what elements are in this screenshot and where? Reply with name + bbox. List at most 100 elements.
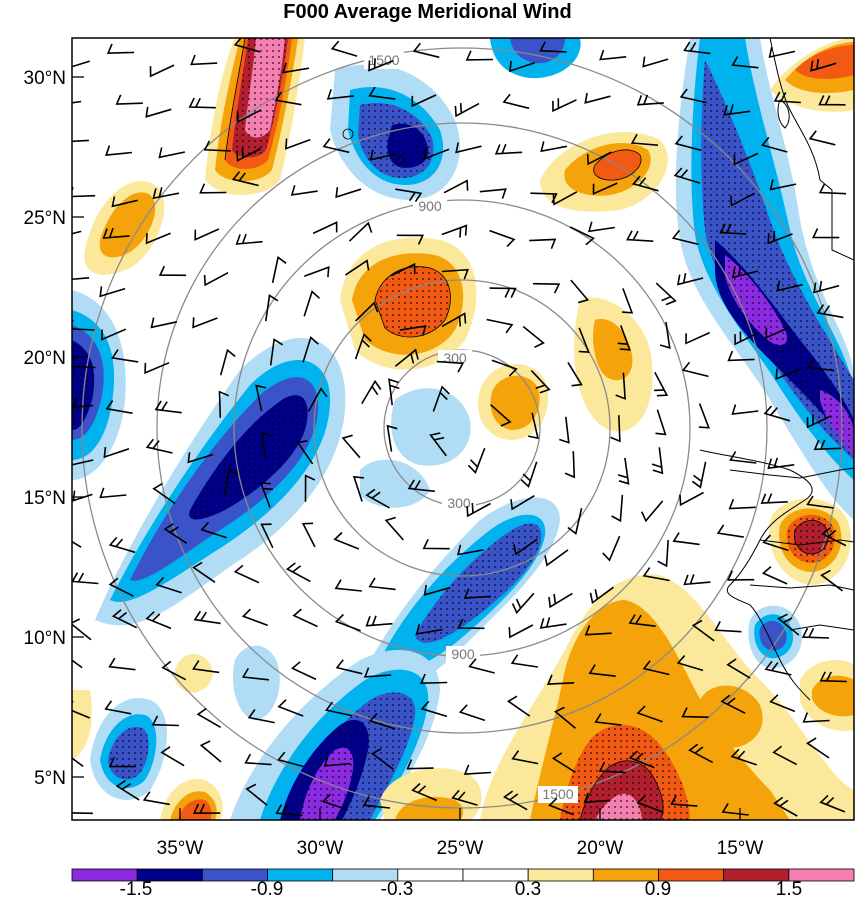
wind-barb [730, 192, 755, 207]
wind-barb [277, 751, 304, 768]
wind-barb [659, 321, 671, 350]
wind-barb [108, 577, 134, 597]
wind-barb [72, 459, 94, 466]
wind-barb [274, 91, 302, 106]
wind-barb [396, 234, 425, 245]
wind-barb [104, 700, 132, 715]
wind-barb [490, 404, 512, 427]
lon-tick-15w: 15°W [717, 838, 764, 859]
wind-barb [502, 93, 530, 110]
wind-barb [720, 694, 746, 714]
wind-barb [192, 317, 218, 329]
wind-barb [611, 494, 624, 523]
wind-barb [628, 614, 656, 627]
wind-barb [458, 704, 486, 722]
wind-barb [813, 280, 840, 294]
contour-lines [224, 38, 829, 820]
wind-barb [513, 538, 538, 556]
wind-barb [102, 227, 130, 239]
lat-tick-10n: 10°N [24, 628, 66, 649]
wind-barb [529, 238, 557, 249]
wind-barb [105, 400, 133, 414]
wind-barb [322, 138, 350, 154]
wind-barb [657, 539, 669, 568]
wind-barb [530, 370, 551, 394]
wind-barb [163, 523, 188, 544]
wind-barb [203, 140, 231, 152]
y-axis-labels: 30°N 25°N 20°N 15°N 10°N 5°N [24, 68, 66, 789]
wind-barb [559, 416, 570, 444]
wind-barb [72, 186, 96, 198]
wind-barb [820, 569, 843, 592]
wind-barb [244, 753, 272, 766]
wind-barb [768, 47, 796, 59]
wind-barb [145, 611, 172, 630]
wind-barb [730, 748, 757, 766]
wind-barb [463, 588, 491, 599]
wind-barb [636, 795, 663, 813]
colorbar-swatch [788, 868, 855, 882]
wind-barb [455, 142, 482, 154]
wind-barb [161, 660, 187, 681]
wind-barb [265, 294, 279, 322]
wind-barb [714, 621, 742, 633]
wind-barb [108, 536, 136, 554]
wind-barb [285, 138, 311, 150]
wind-barb [592, 182, 618, 195]
wind-barb [219, 348, 236, 376]
wind-barb [539, 617, 567, 629]
wind-barb [728, 498, 756, 510]
wind-barb [468, 658, 495, 674]
wind-barb [362, 796, 390, 809]
wind-barb [522, 325, 545, 349]
wind-barb [567, 508, 583, 535]
wind-barb [330, 40, 358, 57]
wind-barb [723, 104, 751, 116]
ring-label-1500-s: 1500 [542, 786, 573, 802]
wind-barb [617, 325, 631, 351]
wind-barb [304, 474, 316, 502]
wind-barb [384, 516, 404, 541]
wind-barb [277, 699, 304, 717]
wind-barb [570, 279, 590, 304]
wind-barb [196, 707, 222, 728]
wind-barb [773, 796, 798, 817]
wind-barb [532, 282, 561, 294]
wind-barb [806, 414, 832, 429]
wind-barb [578, 327, 590, 353]
colorbar-label-3: -0.3 [381, 879, 414, 900]
wind-barb [352, 475, 364, 502]
wind-barb [72, 490, 93, 502]
wind-barb [628, 750, 655, 769]
wind-barb [767, 230, 793, 245]
wind-barb [415, 623, 443, 635]
wind-barb [625, 230, 654, 242]
wind-barb [407, 479, 435, 493]
wind-barb [72, 659, 83, 669]
ring-label-1500-n: 1500 [368, 52, 399, 68]
range-ring-1200 [156, 122, 768, 734]
wind-barb [72, 397, 94, 409]
wind-barb [275, 804, 303, 817]
wind-barb [769, 179, 797, 191]
wind-barb [731, 265, 759, 279]
wind-barb [192, 803, 221, 815]
wind-barb [241, 608, 268, 627]
lon-tick-35w: 35°W [157, 838, 204, 859]
lat-tick-15n: 15°N [24, 488, 66, 509]
wind-barb [508, 624, 534, 639]
lat-tick-5n: 5°N [34, 768, 66, 789]
wind-barb [510, 654, 538, 668]
chart-title: F000 Average Meridional Wind [283, 1, 572, 23]
wind-barb [801, 627, 830, 639]
wind-barb [642, 567, 670, 582]
colorbar [71, 868, 855, 882]
wind-barb [106, 43, 135, 55]
wind-barb [726, 658, 751, 679]
wind-barb [255, 384, 267, 412]
wind-barb [192, 561, 216, 583]
wind-barb [142, 791, 170, 806]
wind-barb [672, 532, 700, 546]
wind-barb [261, 431, 272, 459]
wind-barb [422, 538, 450, 550]
